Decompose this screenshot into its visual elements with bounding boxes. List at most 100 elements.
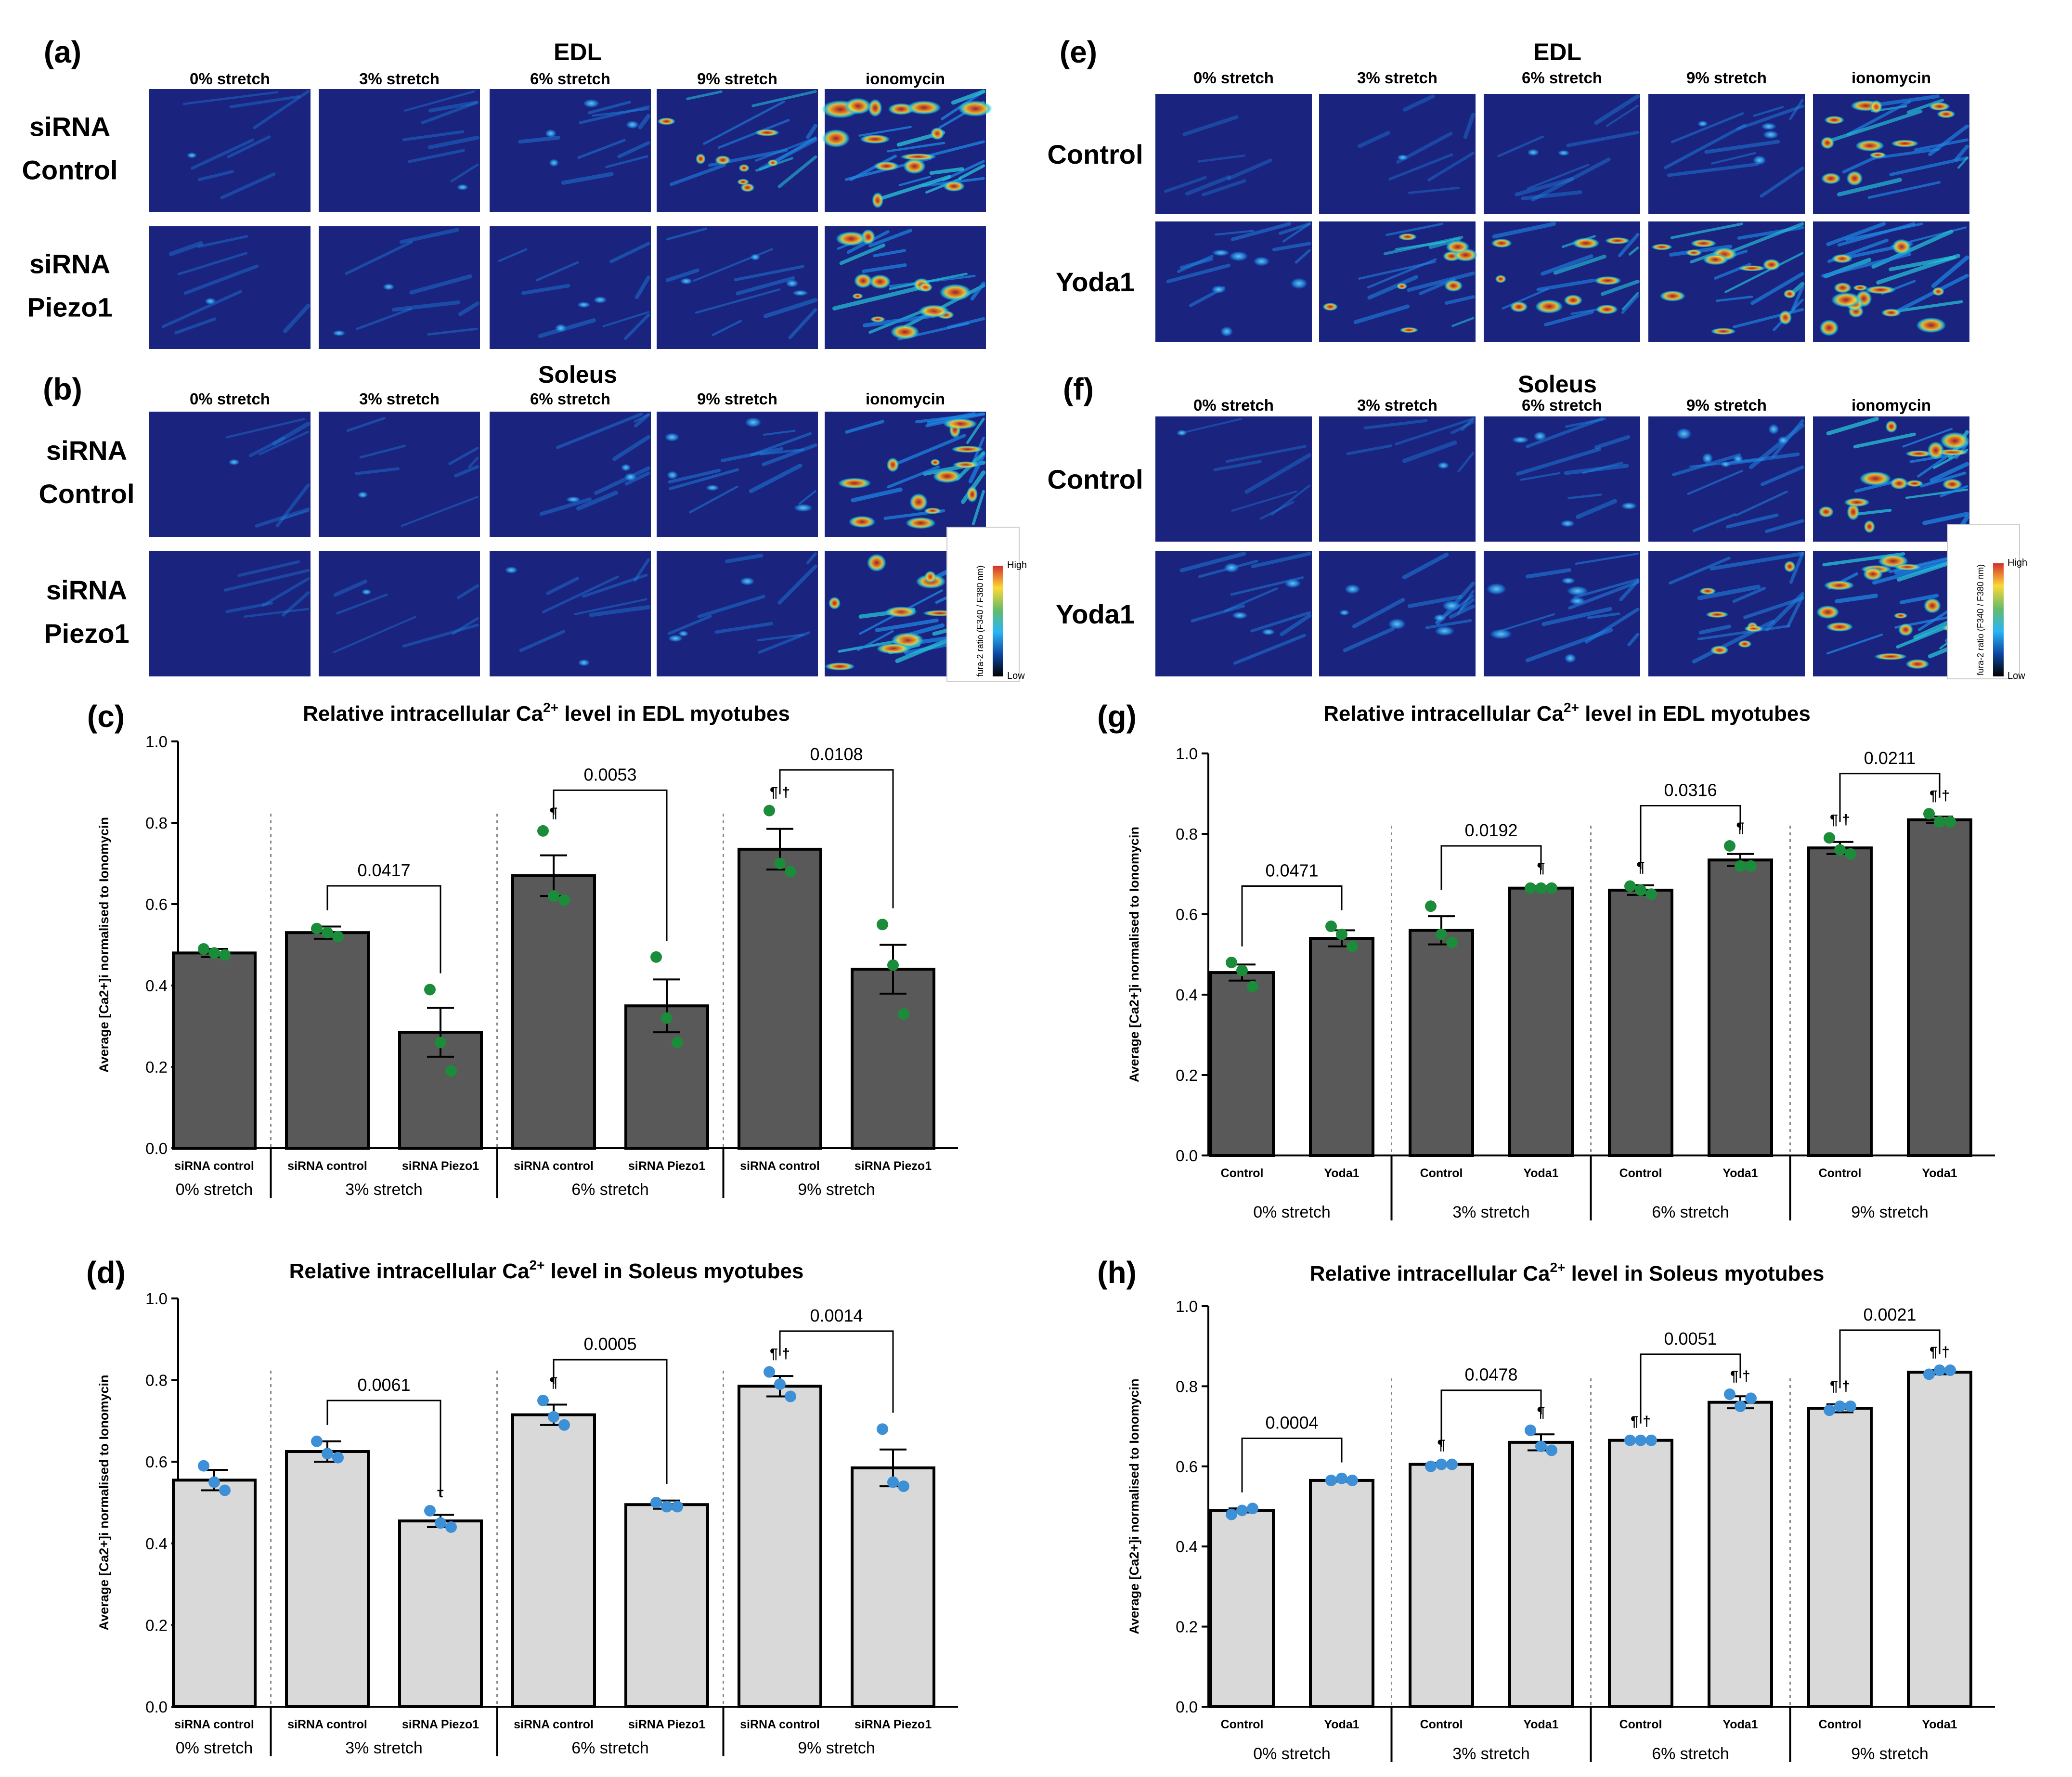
- calcium-signal: [1706, 611, 1729, 618]
- micrograph-image: [149, 226, 311, 349]
- myotube-streak: [762, 443, 817, 467]
- data-point: [1347, 1474, 1358, 1486]
- panel-letter: (h): [1097, 1255, 1137, 1290]
- calcium-signal: [1852, 285, 1868, 291]
- calcium-signal: [1564, 653, 1577, 663]
- data-point: [898, 1008, 909, 1020]
- myotube-streak: [1279, 222, 1311, 235]
- y-tick-label: 0.8: [1176, 825, 1198, 843]
- myotube-streak: [1906, 98, 1944, 114]
- micrograph-image: [1155, 416, 1312, 542]
- calcium-signal: [1177, 429, 1187, 436]
- calcium-signal: [886, 457, 899, 472]
- calcium-signal: [1831, 292, 1861, 308]
- myotube-streak: [758, 631, 810, 654]
- calcium-signal: [1396, 283, 1408, 290]
- chart-title-main: Relative intracellular Ca: [1310, 1262, 1550, 1285]
- image-background: [1155, 221, 1312, 342]
- data-point: [1735, 1401, 1746, 1412]
- data-point: [1425, 900, 1437, 912]
- data-point: [1923, 1368, 1935, 1380]
- column-header: 0% stretch: [1193, 69, 1274, 87]
- myotube-streak: [1224, 587, 1278, 612]
- group-label: 0% stretch: [176, 1180, 253, 1199]
- x-category-label: siRNA control: [514, 1718, 594, 1731]
- micrograph-image: [490, 89, 651, 212]
- calcium-signal: [1784, 560, 1796, 572]
- myotube-streak: [970, 281, 985, 301]
- data-point: [1336, 928, 1347, 940]
- calcium-signal: [859, 134, 891, 144]
- image-background: [1155, 94, 1312, 214]
- myotube-streak: [1835, 594, 1878, 604]
- data-point: [1325, 921, 1337, 933]
- micrograph-panel-a: (a) EDL 0% stretch 3% stretch 6% stretch 9% s…: [22, 35, 993, 349]
- calcium-signal: [1398, 233, 1417, 241]
- calcium-signal: [626, 120, 639, 129]
- myotube-streak: [1553, 254, 1606, 275]
- myotube-streak: [409, 274, 472, 295]
- calcium-signal: [1685, 249, 1702, 257]
- calcium-signal: [1345, 584, 1360, 594]
- data-point: [1724, 1388, 1735, 1401]
- row-label: siRNA: [46, 575, 127, 605]
- micrograph-image: [1813, 94, 1969, 214]
- myotube-streak: [1922, 512, 1969, 525]
- group-label: 9% stretch: [1851, 1203, 1929, 1221]
- myotube-streak: [971, 490, 985, 526]
- chart-title: Relative intracellular Ca2+ level in EDL…: [1323, 700, 1811, 726]
- myotube-streak: [1402, 440, 1457, 463]
- data-point: [1834, 1401, 1846, 1412]
- calcium-signal: [566, 496, 581, 503]
- y-axis-label: Average [Ca2+]i normalised to Ionomycin: [97, 1375, 111, 1631]
- micrograph-panel-e: (e) EDL 0% stretch 3% stretch 6% stretch 9% s…: [1047, 35, 1969, 342]
- image-background: [657, 412, 818, 537]
- colorbar-axis-label: fura-2 ratio (F340 / F380 nm): [1976, 564, 1985, 675]
- data-point: [1446, 1458, 1458, 1470]
- calcium-signal: [919, 304, 949, 318]
- image-background: [319, 412, 480, 537]
- colorbar: High Low fura-2 ratio (F340 / F380 nm): [946, 527, 1027, 682]
- myotube-streak: [1687, 469, 1743, 495]
- calcium-signal: [1710, 328, 1736, 335]
- calcium-signal: [828, 597, 841, 610]
- p-value-label: 0.0021: [1863, 1305, 1916, 1324]
- calcium-signal: [1869, 152, 1887, 158]
- myotube-streak: [898, 176, 931, 186]
- myotube-streak: [617, 141, 650, 158]
- data-point: [558, 894, 570, 906]
- calcium-signal: [1738, 265, 1766, 272]
- group-label: 3% stretch: [1452, 1745, 1530, 1763]
- colorbar-low-label: Low: [1007, 671, 1025, 681]
- myotube-streak: [1621, 294, 1639, 314]
- calcium-signal: [1847, 504, 1860, 521]
- myotube-streak: [421, 101, 479, 125]
- calcium-signal: [577, 301, 591, 308]
- calcium-signal: [361, 589, 372, 595]
- data-point: [1546, 1444, 1557, 1456]
- myotube-streak: [1164, 176, 1207, 193]
- chart-title-rest: level in Soleus myotubes: [544, 1259, 803, 1283]
- calcium-signal: [1594, 276, 1621, 285]
- data-point: [877, 1423, 888, 1435]
- calcium-signal: [903, 158, 926, 174]
- calcium-signal: [1821, 172, 1841, 184]
- calcium-signal: [456, 184, 468, 191]
- image-background: [490, 89, 651, 212]
- myotube-streak: [1826, 416, 1879, 436]
- micrograph-image: [821, 89, 993, 212]
- calcium-signal: [792, 290, 808, 296]
- myotube-streak: [556, 412, 643, 449]
- calcium-signal: [738, 164, 750, 172]
- myotube-streak: [876, 175, 951, 201]
- calcium-signal: [1893, 612, 1908, 619]
- calcium-signal: [1388, 618, 1406, 630]
- calcium-signal: [1224, 563, 1239, 573]
- x-category-label: siRNA control: [174, 1159, 254, 1173]
- myotube-streak: [712, 320, 742, 337]
- colorbar-high-label: High: [1007, 560, 1027, 571]
- colorbar-gradient: [1993, 563, 2004, 676]
- group-label: 9% stretch: [1851, 1745, 1929, 1763]
- calcium-signal: [1720, 461, 1731, 467]
- micrograph-image: [149, 89, 311, 212]
